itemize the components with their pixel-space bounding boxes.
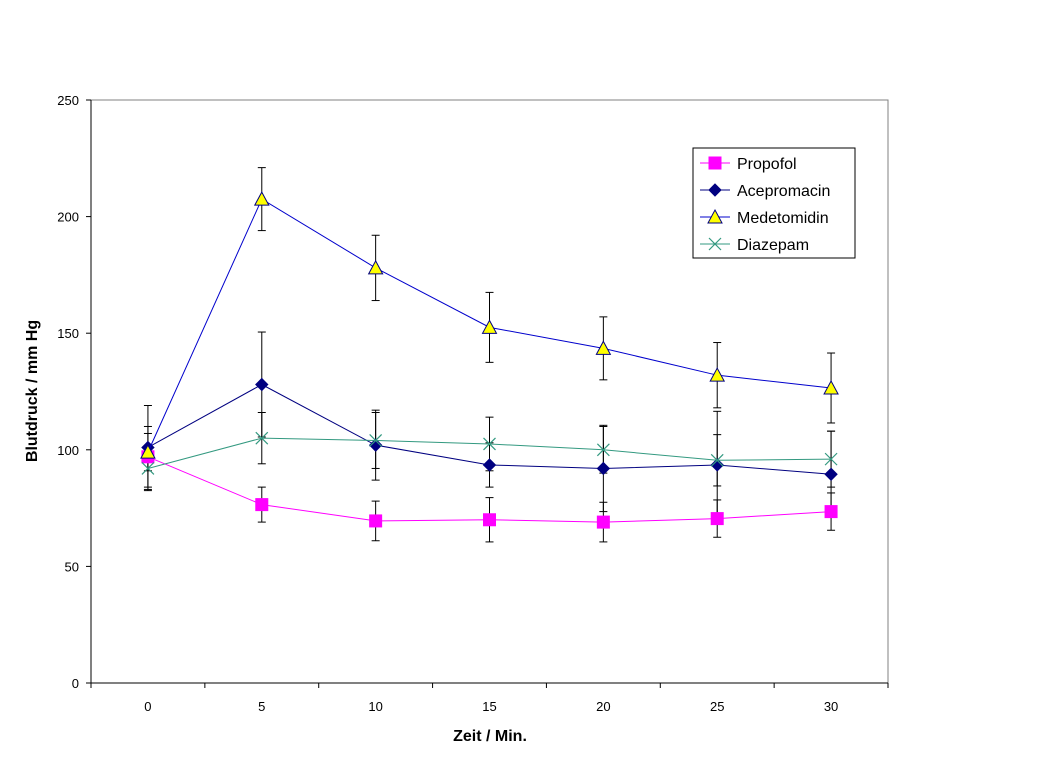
data-point-medetomidin (367, 259, 384, 275)
data-point-propofol (483, 513, 496, 527)
data-point-propofol (710, 512, 724, 526)
y-tick-label: 0 (72, 676, 79, 691)
marker-stroke (369, 434, 383, 447)
x-tick-label: 0 (144, 699, 151, 714)
legend-marker (708, 183, 722, 197)
legend-item-propofol: Propofol (700, 156, 797, 173)
series-medetomidin (140, 191, 839, 459)
x-tick-label: 10 (368, 699, 382, 714)
y-tick-label: 200 (57, 210, 79, 225)
x-tick-label: 15 (482, 699, 496, 714)
data-point-diazepam (824, 452, 838, 466)
legend-label: Diazepam (737, 237, 809, 254)
x-tick-label: 25 (710, 699, 724, 714)
data-point-diazepam (255, 431, 269, 445)
data-point-acepromacin (824, 467, 838, 481)
legend-items: Propofol Acepromacin Medetomidin Diazepam (700, 156, 830, 254)
y-axis-ticks: 0 50 100 150 200 250 (57, 93, 91, 691)
legend-marker (708, 237, 722, 251)
data-point-medetomidin (823, 379, 839, 395)
data-point-acepromacin (710, 458, 724, 472)
data-point-propofol (255, 498, 269, 512)
data-point-acepromacin (596, 461, 611, 476)
x-axis-ticks: 0 5 10 15 20 25 30 (90, 683, 889, 714)
legend-marker (707, 208, 723, 224)
data-point-diazepam (141, 462, 155, 475)
y-tick-label: 50 (65, 559, 79, 574)
legend-marker (708, 156, 722, 170)
legend: Propofol Acepromacin Medetomidin Diazepam (692, 147, 856, 259)
data-point-medetomidin (253, 191, 270, 206)
marker-stroke (483, 437, 496, 451)
legend-item-acepromacin: Acepromacin (700, 183, 830, 200)
data-point-diazepam (483, 437, 496, 451)
data-point-diazepam (596, 443, 610, 457)
data-point-propofol (369, 514, 383, 528)
y-tick-label: 250 (57, 93, 79, 108)
x-tick-label: 5 (258, 699, 265, 714)
data-point-propofol (596, 515, 610, 529)
series-diazepam (141, 431, 838, 475)
x-tick-label: 30 (824, 699, 838, 714)
series-propofol (141, 450, 838, 529)
marker-stroke (596, 443, 610, 457)
data-point-medetomidin (140, 444, 156, 459)
y-tick-label: 150 (57, 326, 79, 341)
legend-label: Propofol (737, 156, 797, 173)
marker-stroke (824, 452, 838, 466)
data-point-medetomidin (709, 367, 726, 382)
legend-item-diazepam: Diazepam (700, 237, 809, 254)
marker-stroke (255, 431, 269, 445)
data-point-acepromacin (482, 458, 497, 472)
series-acepromacin (141, 377, 838, 481)
y-tick-label: 100 (57, 443, 79, 458)
marker-stroke (708, 237, 722, 251)
data-point-acepromacin (255, 377, 269, 392)
data-point-diazepam (369, 434, 383, 447)
x-axis-title: Zeit / Min. (453, 728, 527, 745)
y-axis-title: Blutdruck / mm Hg (24, 320, 41, 462)
data-point-propofol (824, 505, 838, 519)
x-tick-label: 20 (596, 699, 610, 714)
marker-stroke (141, 462, 155, 475)
data-point-acepromacin (368, 438, 383, 452)
legend-label: Medetomidin (737, 210, 829, 227)
legend-label: Acepromacin (737, 183, 830, 200)
marker-stroke (710, 453, 724, 467)
data-point-medetomidin (481, 319, 498, 334)
data-point-medetomidin (595, 340, 612, 355)
legend-item-medetomidin: Medetomidin (700, 208, 829, 227)
data-point-diazepam (710, 453, 724, 467)
series-layer (140, 167, 839, 543)
